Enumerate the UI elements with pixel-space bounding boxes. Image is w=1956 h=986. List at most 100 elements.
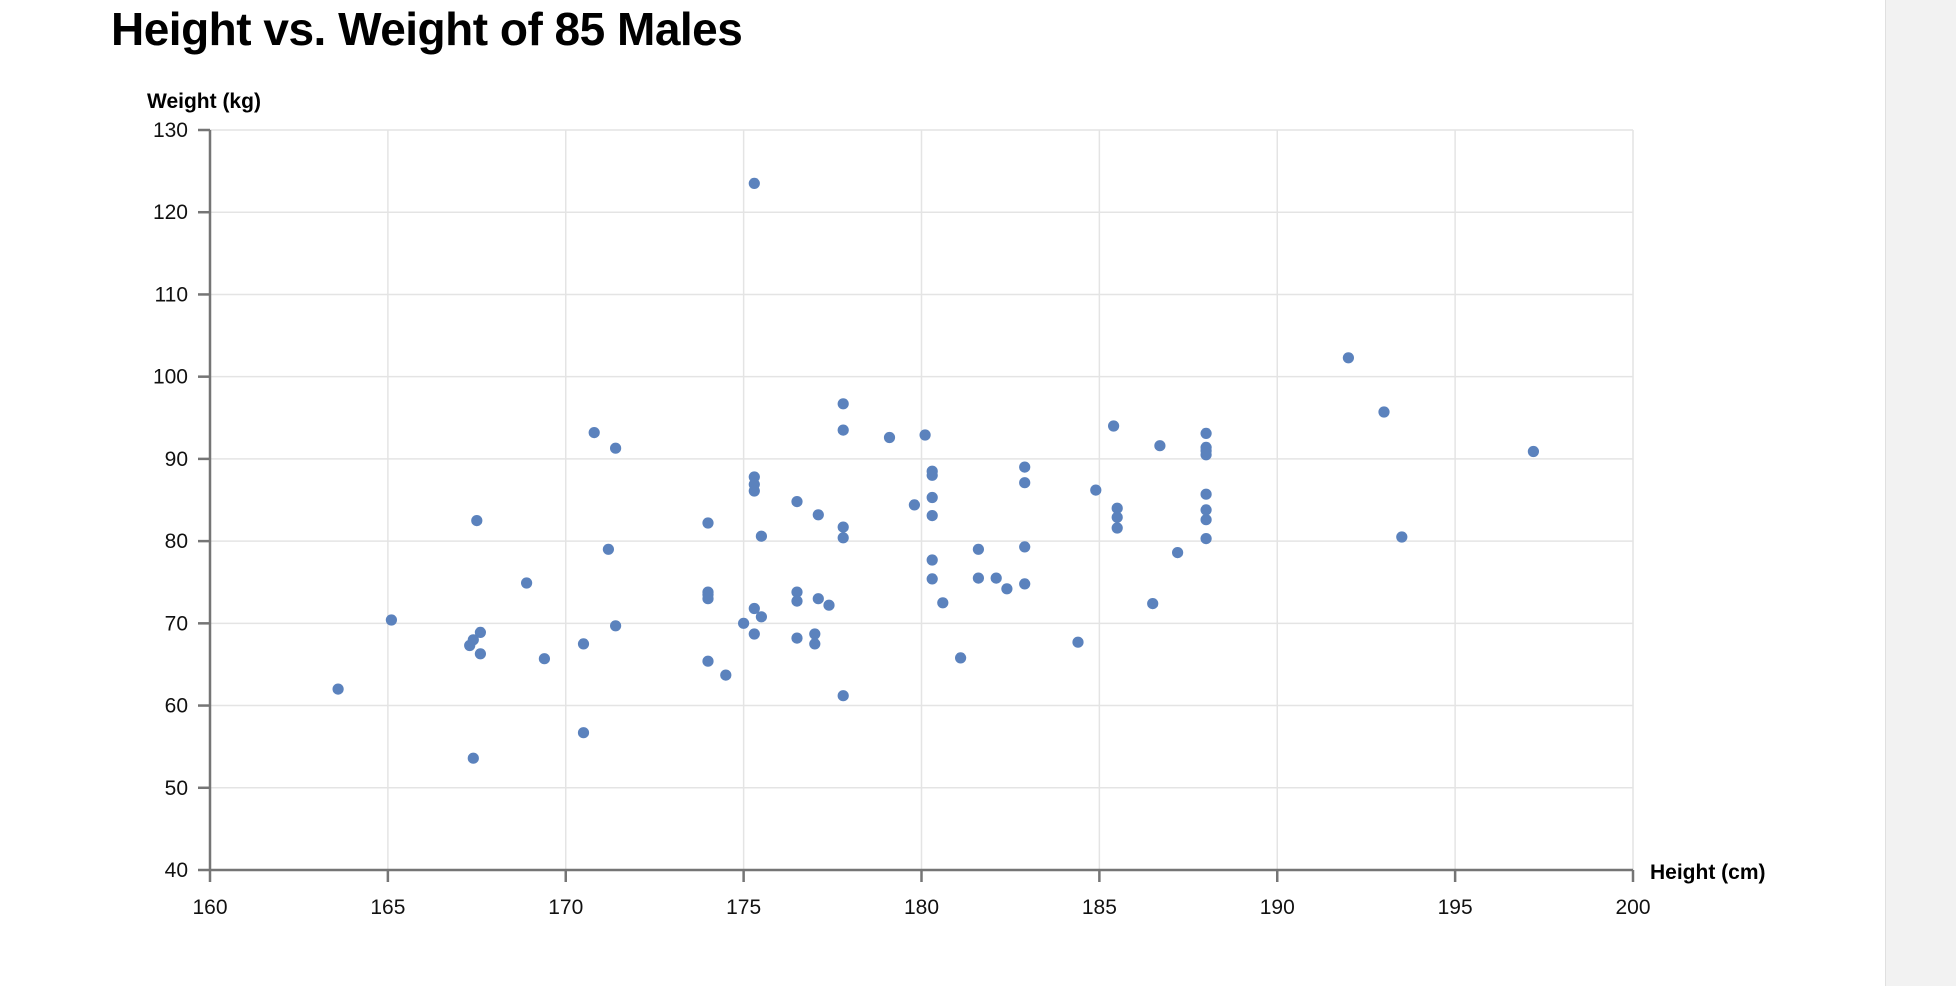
data-point	[1072, 636, 1084, 648]
chart-title: Height vs. Weight of 85 Males	[111, 3, 743, 55]
data-point	[385, 614, 397, 626]
data-point	[1200, 514, 1212, 526]
data-point	[809, 638, 821, 650]
data-point	[926, 469, 938, 481]
data-point	[837, 690, 849, 702]
x-tick-label: 195	[1438, 896, 1473, 919]
data-point	[823, 599, 835, 611]
y-tick-label: 110	[155, 283, 188, 306]
data-point	[467, 752, 479, 764]
data-point	[474, 626, 486, 639]
data-point	[471, 515, 483, 527]
data-point	[1378, 406, 1390, 418]
data-point	[748, 485, 760, 497]
data-point	[908, 499, 921, 511]
data-point	[1200, 445, 1212, 457]
data-point	[1019, 541, 1031, 553]
data-point	[812, 593, 824, 605]
data-point	[1019, 461, 1031, 473]
data-point	[1342, 352, 1354, 364]
data-point	[738, 617, 750, 629]
data-point	[332, 683, 344, 695]
data-point	[702, 655, 714, 667]
x-tick-label: 160	[192, 896, 227, 919]
data-point	[883, 431, 896, 444]
data-point	[812, 509, 824, 521]
data-point	[972, 543, 985, 555]
data-point	[538, 653, 551, 665]
data-point	[588, 427, 600, 439]
data-point	[791, 632, 803, 644]
data-point	[837, 424, 849, 436]
x-tick-label: 175	[726, 896, 761, 919]
data-point	[610, 442, 622, 454]
data-point	[1019, 477, 1031, 489]
data-point	[1108, 420, 1120, 432]
x-tick-label: 180	[904, 896, 939, 919]
data-point	[1111, 522, 1123, 534]
y-tick-label: 70	[165, 612, 188, 635]
x-tick-label: 165	[370, 896, 405, 919]
data-point	[577, 638, 590, 650]
y-tick-label: 40	[165, 859, 188, 882]
data-point	[937, 597, 949, 609]
data-point	[990, 572, 1002, 584]
gridlines	[210, 129, 1634, 870]
data-point	[702, 517, 714, 529]
x-tick-label: 200	[1615, 896, 1650, 919]
data-point	[1200, 488, 1212, 500]
data-point	[577, 727, 590, 739]
y-tick-label: 80	[165, 530, 188, 553]
data-point	[926, 554, 938, 566]
data-point	[837, 521, 849, 533]
data-point	[1111, 502, 1123, 514]
data-point	[1090, 484, 1102, 496]
data-point	[748, 602, 760, 615]
data-point	[1200, 504, 1212, 516]
y-tick-label: 120	[153, 201, 188, 224]
y-tick-label: 130	[153, 119, 188, 142]
data-point	[1111, 511, 1123, 523]
data-point	[791, 496, 803, 508]
data-point	[602, 543, 615, 555]
data-point	[720, 669, 732, 681]
data-point	[748, 628, 760, 640]
scrollbar-gutter	[1885, 0, 1956, 986]
data-point	[1172, 547, 1184, 559]
x-tick-label: 170	[548, 896, 583, 919]
data-point	[1019, 578, 1031, 590]
data-point	[1200, 427, 1212, 439]
data-point	[1154, 440, 1166, 452]
x-tick-label: 190	[1260, 896, 1295, 919]
y-axis-title: Weight (kg)	[147, 90, 261, 113]
data-point	[1147, 598, 1159, 610]
data-point	[467, 634, 479, 646]
y-tick-label: 100	[153, 366, 188, 389]
data-point	[755, 530, 768, 542]
data-point	[926, 573, 938, 585]
y-tick-label: 90	[165, 448, 188, 471]
x-tick-label: 185	[1082, 896, 1117, 919]
data-point	[791, 595, 803, 607]
data-point	[1527, 445, 1539, 458]
data-point	[1001, 583, 1013, 595]
data-point	[521, 577, 533, 589]
data-point	[755, 611, 768, 623]
data-point	[955, 652, 967, 664]
x-axis-title: Height (cm)	[1650, 861, 1766, 884]
data-points	[332, 177, 1539, 764]
data-point	[748, 177, 760, 189]
data-point	[702, 589, 714, 601]
data-point	[474, 648, 486, 660]
tick-labels: 160 165 170 175 180 185 190 195 200 40 50 60 70 80 90 1…	[153, 119, 1651, 919]
data-point	[926, 509, 938, 522]
y-tick-label: 50	[165, 777, 188, 800]
data-point	[926, 491, 938, 504]
data-point	[837, 532, 849, 544]
axes	[198, 128, 1635, 882]
data-point	[791, 586, 803, 598]
data-point	[1200, 533, 1212, 545]
data-point	[837, 398, 849, 410]
